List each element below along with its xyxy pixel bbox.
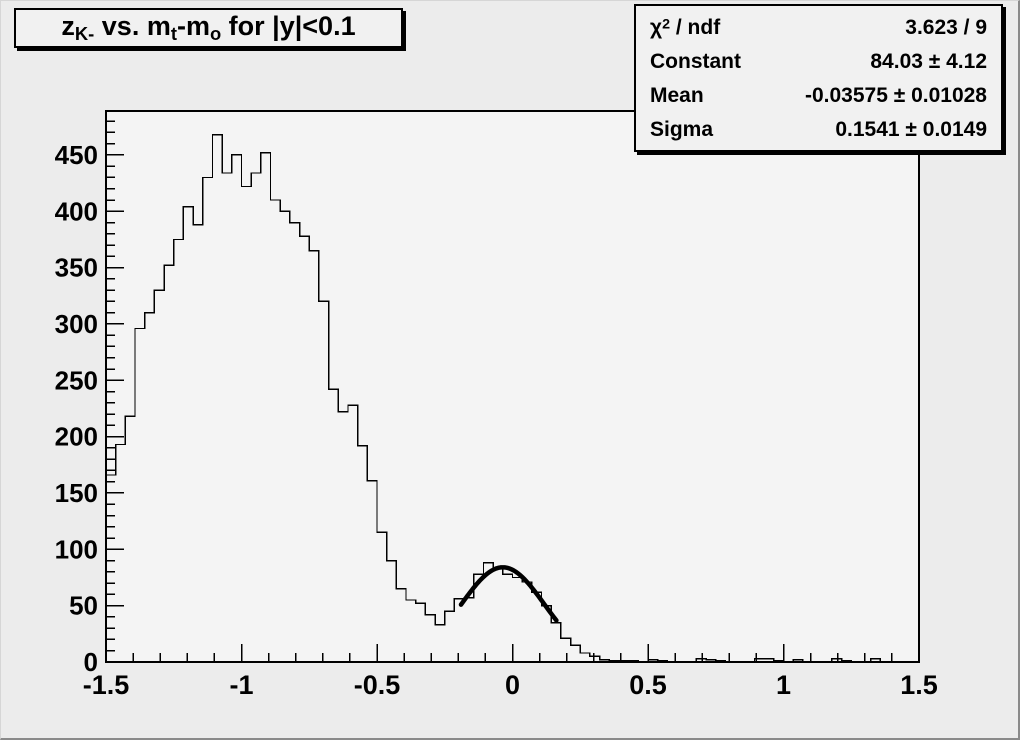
x-tick-label: -0.5 [354,670,401,700]
histogram-line [105,133,919,663]
stats-label: Constant [650,49,741,73]
y-tick-label: 100 [55,534,98,564]
x-tick-label: -1 [229,670,253,700]
x-tick-label: 1 [776,670,791,700]
y-axis-ticks: 0 50 100 150 200 250 300 350 400 450 [55,120,124,677]
y-tick-label: 200 [55,422,98,452]
y-tick-label: 450 [55,140,98,170]
stats-value: 0.1541 ± 0.0149 [835,117,987,141]
stats-value: -0.03575 ± 0.01028 [804,83,987,107]
stats-label: Sigma [650,117,714,141]
y-tick-label: 350 [55,253,98,283]
plot-frame [105,110,920,663]
x-axis-ticks: -1.5 -1 -0.5 0 0.5 1 1.5 [83,644,938,700]
stats-row: Sigma 0.1541 ± 0.0149 [636,119,1001,140]
stats-row: Mean -0.03575 ± 0.01028 [636,85,1001,106]
x-tick-label: 1.5 [900,670,938,700]
stats-row: χ2 / ndf 3.623 / 9 [636,17,1001,38]
y-tick-label: 250 [55,365,98,395]
y-tick-label: 400 [55,196,98,226]
stats-value: 84.03 ± 4.12 [870,49,987,73]
y-tick-label: 150 [55,478,98,508]
x-tick-label: -1.5 [83,670,130,700]
stats-label: χ2 / ndf [650,15,721,39]
y-tick-label: 0 [84,647,98,677]
title-box: zK- vs. mt-mo for |y|<0.1 [14,8,403,48]
x-tick-label: 0 [505,670,520,700]
stats-value: 3.623 / 9 [905,15,987,39]
plot-title: zK- vs. mt-mo for |y|<0.1 [61,11,356,44]
stats-label: Mean [650,83,704,107]
x-tick-label: 0.5 [629,670,667,700]
stats-box: χ2 / ndf 3.623 / 9 Constant 84.03 ± 4.12 Mea… [634,4,1003,152]
stats-row: Constant 84.03 ± 4.12 [636,51,1001,72]
gaussian-fit-curve [458,565,559,623]
y-tick-label: 50 [69,591,98,621]
y-tick-label: 300 [55,309,98,339]
